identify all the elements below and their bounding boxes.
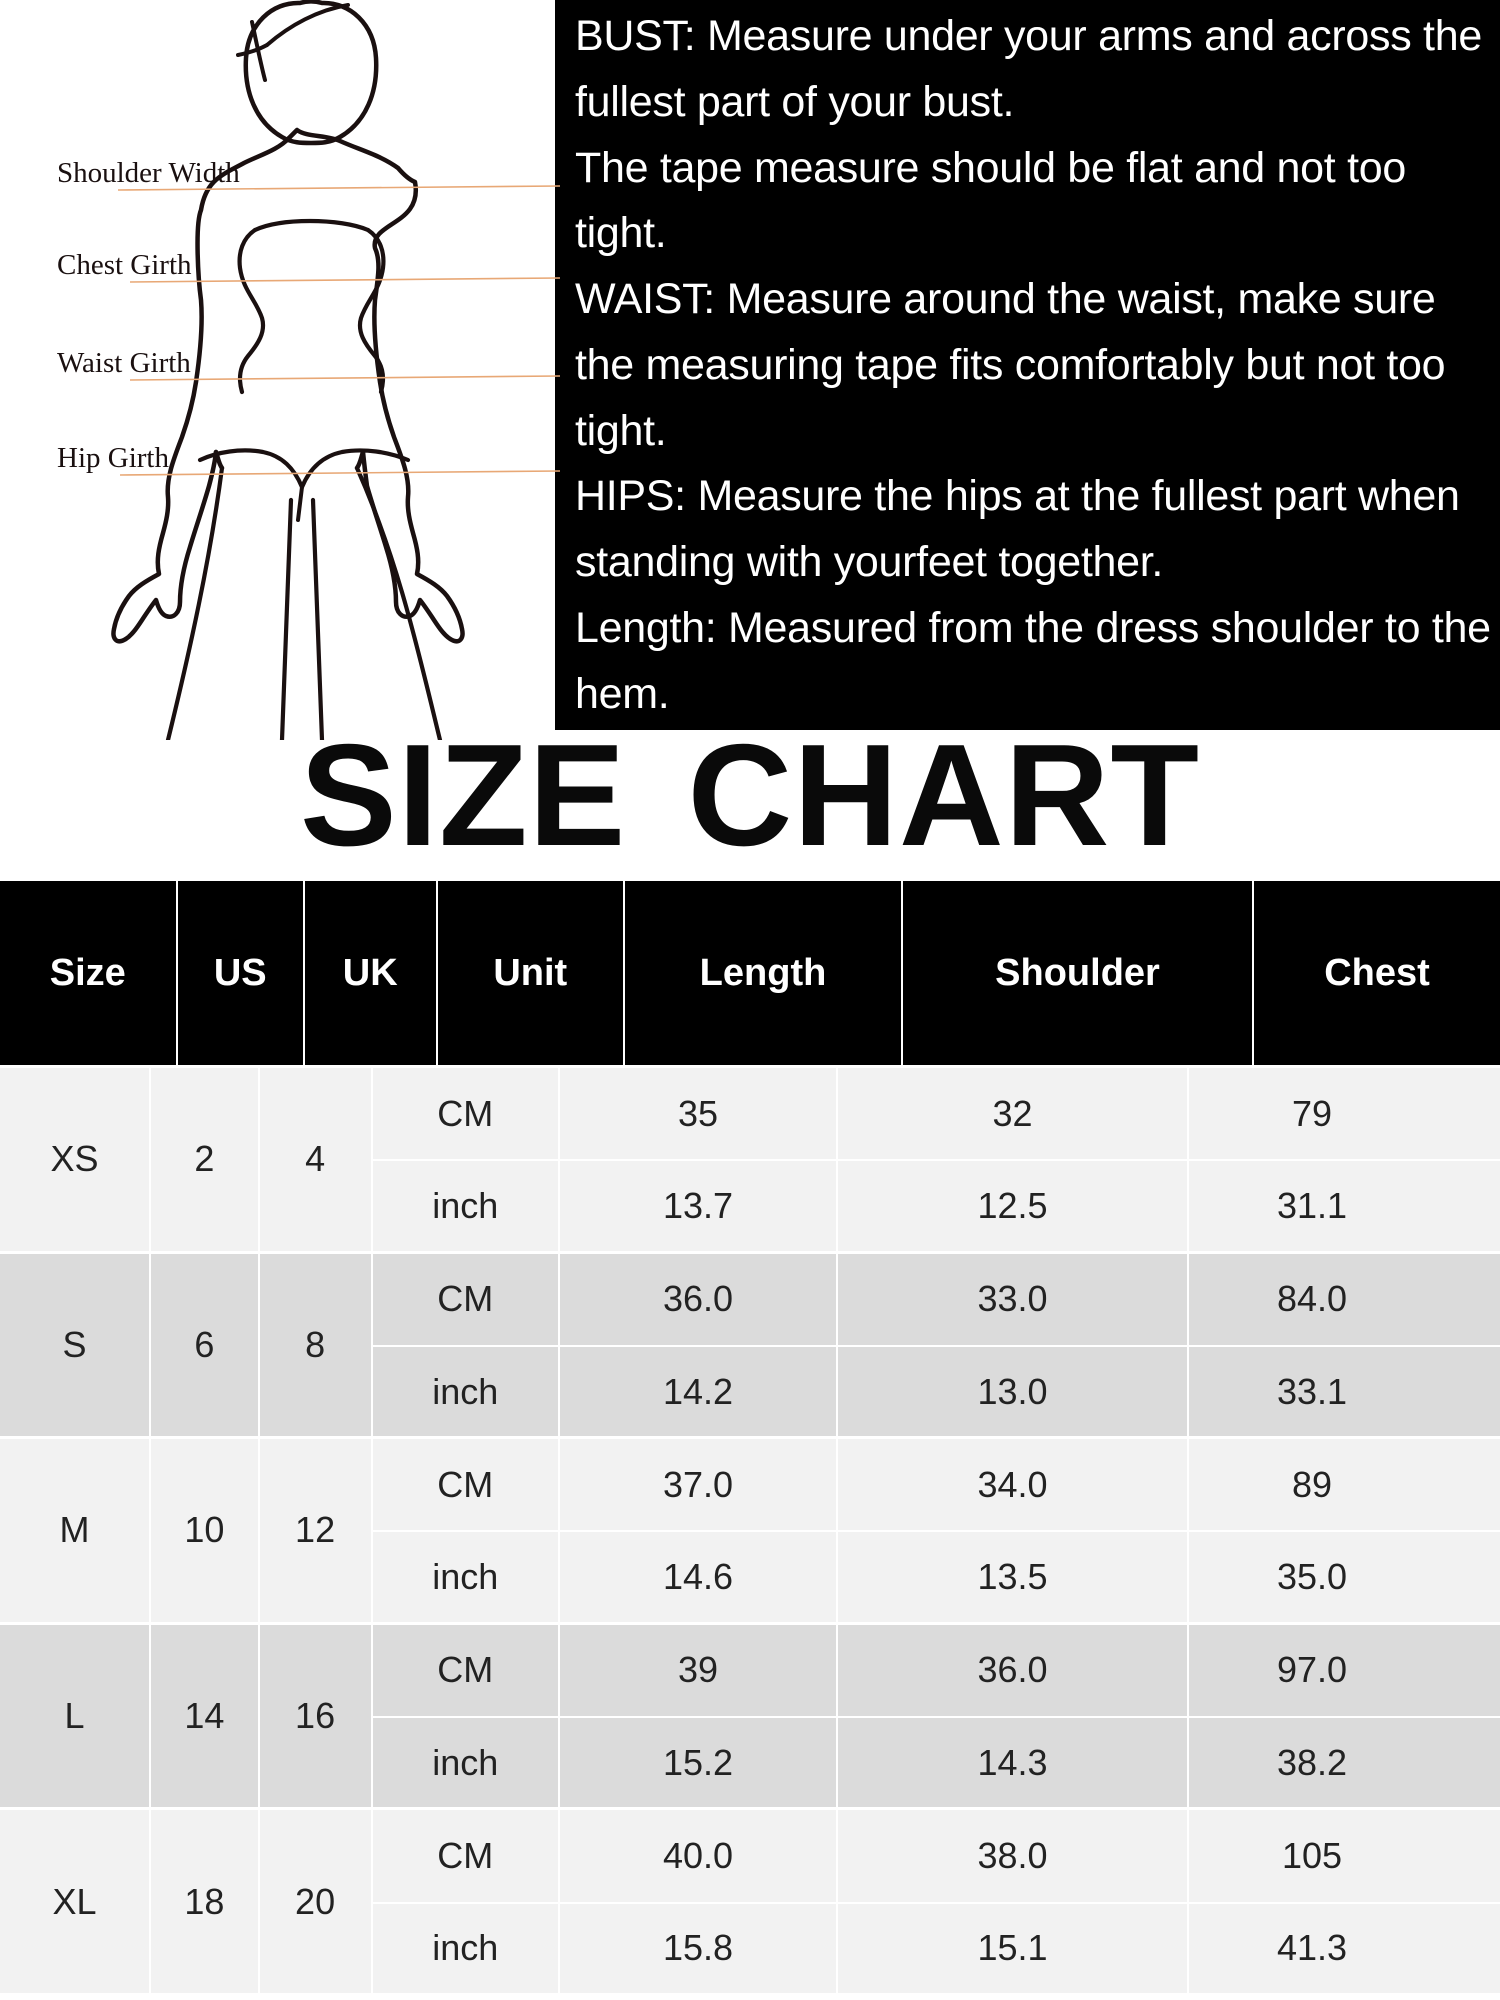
svg-text:Waist Girth: Waist Girth [57,347,191,379]
svg-text:Shoulder Width: Shoulder Width [57,157,240,189]
svg-text:Chest Girth: Chest Girth [57,249,192,281]
svg-text:Hip Girth: Hip Girth [57,442,169,474]
